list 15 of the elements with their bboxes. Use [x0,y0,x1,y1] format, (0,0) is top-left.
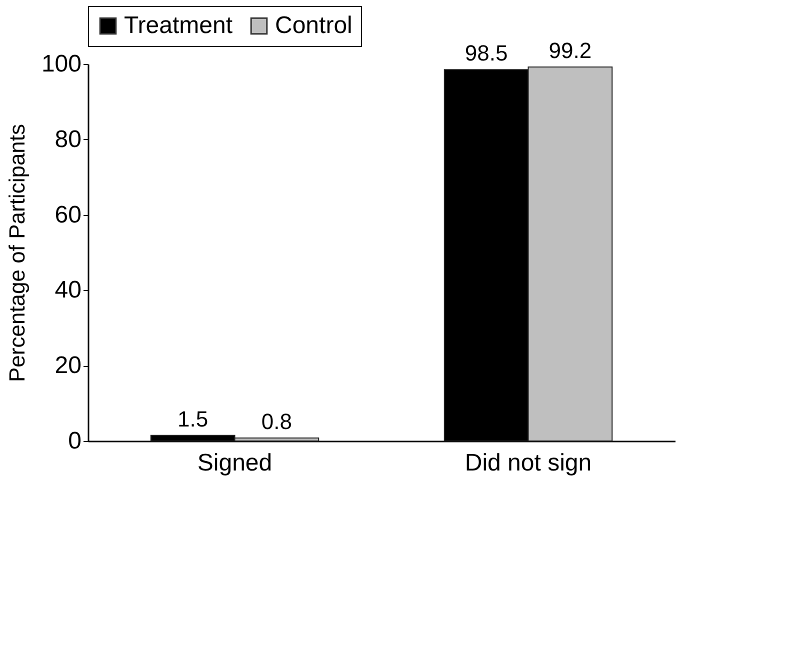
data-label: 1.5 [178,406,208,432]
x-tick-label: Did not sign [464,450,592,476]
y-tick-label: 80 [54,126,82,153]
data-label: 98.5 [464,40,508,66]
y-tick-label: 40 [54,276,82,304]
legend-label: Control [275,12,352,39]
data-label: 0.8 [261,408,292,434]
y-tick-label: 0 [68,428,82,454]
x-tick-label: Signed [197,450,272,476]
legend-label: Treatment [124,12,233,39]
y-tick-label: 60 [54,201,82,228]
y-axis-title: Percentage of Participants [4,124,30,382]
y-tick-label: 100 [41,50,82,78]
y-tick-label: 20 [54,352,82,380]
data-label: 99.2 [548,38,592,64]
